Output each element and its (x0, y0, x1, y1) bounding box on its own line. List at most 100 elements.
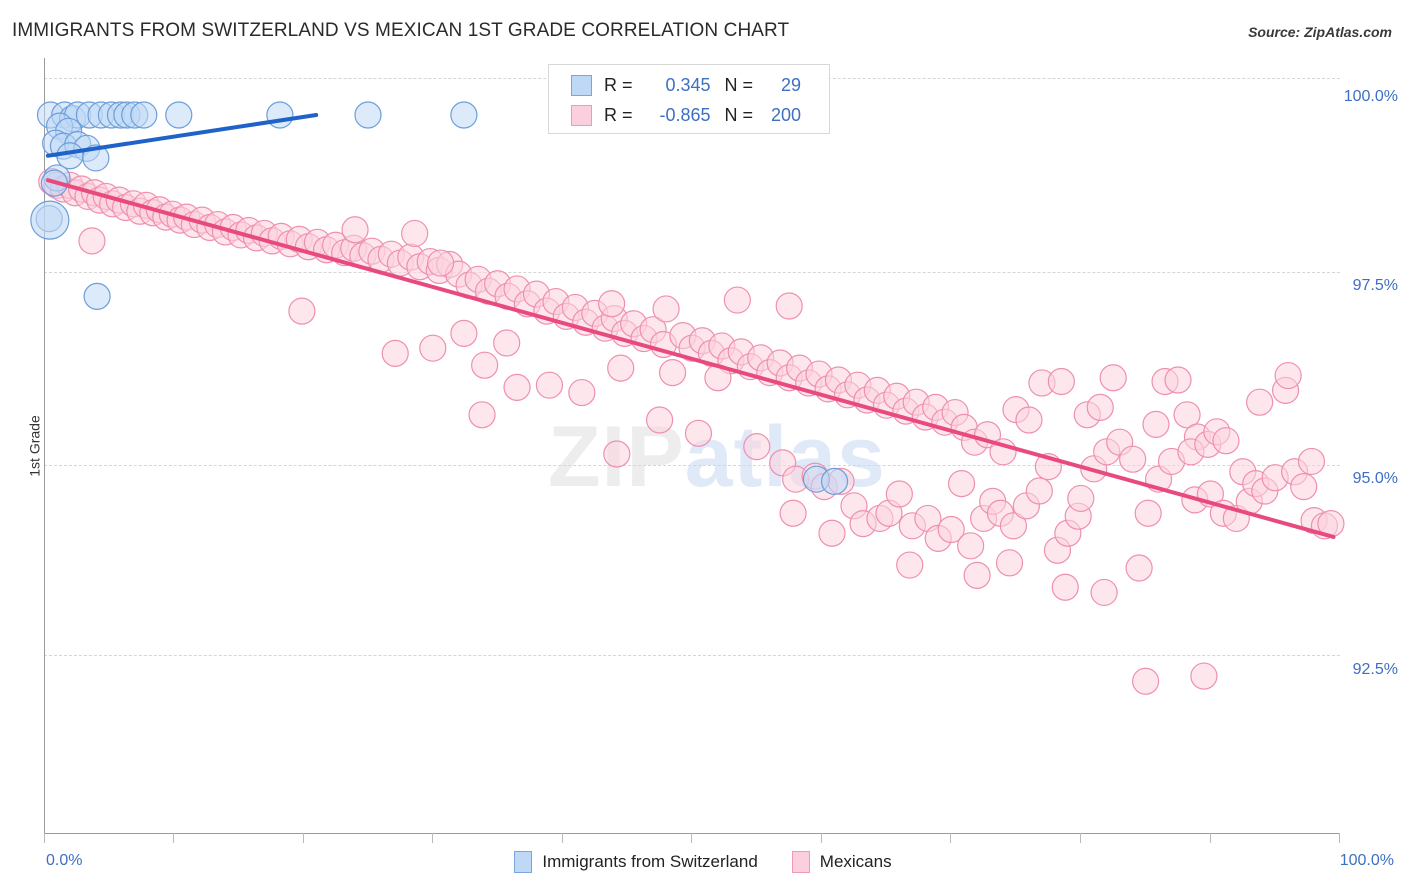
data-point (471, 351, 499, 379)
data-point (818, 519, 846, 547)
mexicans-points-group (38, 168, 1345, 695)
data-point (957, 532, 985, 560)
legend-n-value-swiss: 29 (781, 74, 802, 95)
data-point (1164, 366, 1192, 394)
data-point (493, 329, 521, 357)
legend-r-label-mexicans: R = (604, 104, 633, 125)
data-point (426, 249, 455, 277)
stat-legend-row-mexicans: R = -0.865 N = 200 (549, 99, 829, 131)
data-point (419, 334, 447, 362)
data-point (266, 101, 294, 129)
swiss-trendline (45, 113, 319, 158)
data-point (468, 401, 496, 429)
data-point (1125, 554, 1153, 582)
data-point (568, 378, 596, 407)
stat-legend-row-swiss: R = 0.345 N = 29 (549, 69, 829, 101)
data-point (1297, 447, 1326, 476)
x-tick-1 (173, 833, 174, 843)
swiss-points-group (30, 101, 849, 496)
data-point (1047, 367, 1075, 396)
x-axis-line (44, 833, 1340, 834)
legend-r-value-mexicans: -0.865 (659, 104, 711, 125)
data-point (1246, 388, 1274, 416)
legend-n-label-swiss: N = (724, 74, 754, 95)
data-point (999, 512, 1028, 540)
data-point (885, 480, 913, 508)
data-point (658, 359, 687, 387)
data-point (354, 101, 382, 129)
data-point (1173, 401, 1201, 429)
page-title: IMMIGRANTS FROM SWITZERLAND VS MEXICAN 1… (12, 20, 790, 41)
mexicans-trendline (45, 178, 1336, 539)
legend-n-label-mexicans: N = (724, 104, 754, 125)
y-tick-label-97-5: 97.5% (1352, 277, 1398, 294)
data-point (645, 406, 674, 434)
x-tick-10 (1339, 833, 1340, 843)
x-tick-label-min: 0.0% (46, 852, 83, 869)
series-label-swiss: Immigrants from Switzerland (542, 852, 758, 871)
legend-r-label-swiss: R = (604, 74, 633, 95)
data-point (381, 339, 409, 367)
data-point (78, 227, 106, 255)
y-tick-label-95-0: 95.0% (1352, 470, 1398, 487)
data-point (535, 371, 564, 399)
x-tick-8 (1080, 833, 1081, 843)
data-point (450, 101, 478, 129)
data-point (603, 440, 631, 468)
data-point (1290, 472, 1318, 501)
data-point (165, 101, 193, 129)
gridline-95-0 (44, 465, 1340, 466)
gridline-92-5 (44, 655, 1340, 656)
series-label-mexicans: Mexicans (819, 852, 892, 871)
legend-swatch-swiss (571, 74, 592, 96)
x-tick-label-max: 100.0% (1339, 852, 1394, 869)
x-tick-3 (432, 833, 433, 843)
x-tick-6 (821, 833, 822, 843)
data-point (896, 551, 924, 579)
data-point (1134, 499, 1162, 527)
data-point (1086, 393, 1114, 421)
data-point (995, 549, 1024, 577)
data-point (1099, 364, 1127, 392)
data-point (937, 515, 965, 544)
data-point (684, 419, 713, 447)
legend-swatch-mexicans (571, 104, 592, 126)
stat-legend: R = 0.345 N = 29 R = -0.865 N = 200 (548, 64, 830, 134)
data-point (401, 219, 429, 248)
data-point (1067, 484, 1095, 513)
x-tick-0 (44, 833, 45, 843)
series-swatch-swiss (514, 851, 533, 873)
data-point (288, 297, 316, 325)
series-legend-item-swiss[interactable]: Immigrants from Switzerland (514, 851, 758, 873)
data-point (947, 470, 976, 498)
y-tick-label-100: 100.0% (1343, 88, 1398, 105)
x-tick-5 (691, 833, 692, 843)
data-point (1131, 667, 1160, 695)
data-point (820, 467, 849, 496)
source-attribution: Source: ZipAtlas.com (1248, 24, 1392, 40)
data-point (1190, 662, 1218, 690)
series-legend: Immigrants from Switzerland Mexicans (0, 851, 1406, 873)
legend-r-value-swiss: 0.345 (665, 74, 711, 95)
x-tick-9 (1210, 833, 1211, 843)
data-point (1274, 361, 1302, 390)
series-swatch-mexicans (791, 851, 810, 873)
series-legend-item-mexicans[interactable]: Mexicans (791, 851, 892, 873)
data-point (723, 286, 751, 314)
data-point (1119, 445, 1147, 473)
data-point (130, 101, 158, 129)
x-tick-7 (950, 833, 951, 843)
data-point (652, 295, 680, 323)
y-axis-line (44, 58, 45, 833)
x-tick-4 (562, 833, 563, 843)
y-tick-label-92-5: 92.5% (1352, 661, 1398, 678)
data-point (1212, 427, 1240, 455)
data-point (1025, 477, 1053, 505)
legend-n-value-mexicans: 200 (770, 104, 802, 125)
data-point (607, 354, 635, 382)
data-point (503, 373, 531, 401)
data-point (963, 561, 991, 590)
data-point (598, 290, 626, 318)
